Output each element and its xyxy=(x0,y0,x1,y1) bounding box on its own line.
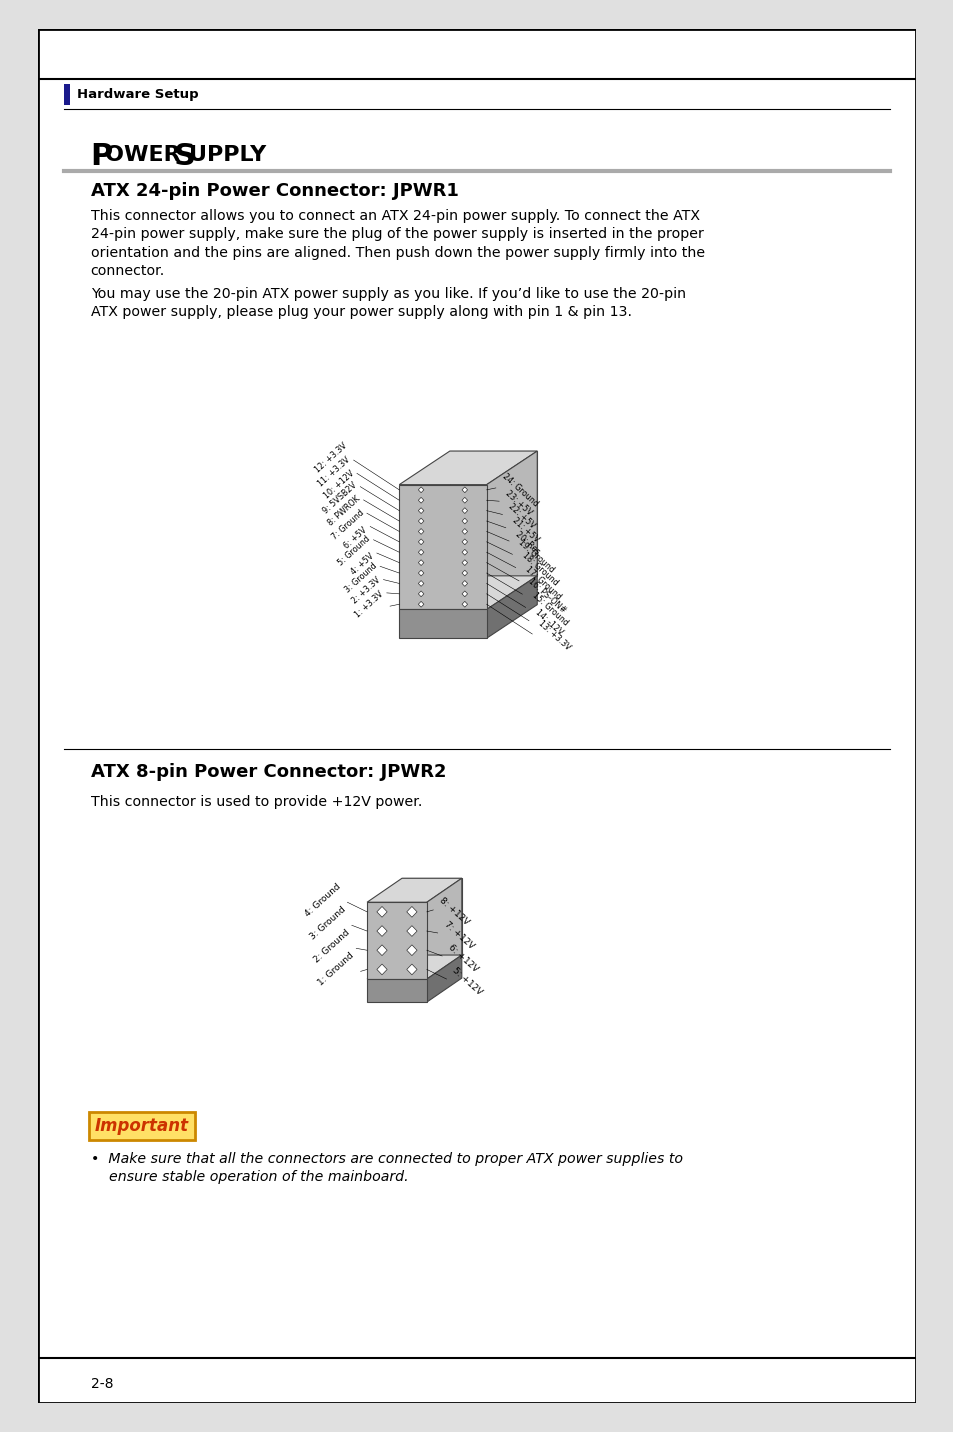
Text: 4: Ground: 4: Ground xyxy=(303,882,342,918)
Bar xyxy=(450,451,537,576)
Text: 9: 5VSB2V: 9: 5VSB2V xyxy=(321,481,358,516)
Polygon shape xyxy=(417,497,423,503)
Text: Hardware Setup: Hardware Setup xyxy=(77,89,198,102)
Polygon shape xyxy=(399,451,537,484)
Text: P: P xyxy=(91,142,112,170)
Polygon shape xyxy=(461,550,467,556)
Text: 5: Ground: 5: Ground xyxy=(336,534,372,569)
Polygon shape xyxy=(406,906,416,918)
Bar xyxy=(399,610,486,639)
Text: 8: +12V: 8: +12V xyxy=(437,896,471,928)
Bar xyxy=(399,484,486,610)
Polygon shape xyxy=(461,528,467,534)
Polygon shape xyxy=(461,591,467,597)
Text: 23: +5V: 23: +5V xyxy=(503,488,534,517)
Text: •  Make sure that all the connectors are connected to proper ATX power supplies : • Make sure that all the connectors are … xyxy=(91,1151,682,1166)
Polygon shape xyxy=(367,955,461,979)
Polygon shape xyxy=(461,570,467,576)
Text: 15: Ground: 15: Ground xyxy=(530,591,569,627)
Text: 8: PWROK: 8: PWROK xyxy=(326,494,362,528)
Polygon shape xyxy=(486,451,537,610)
Text: 17: Ground: 17: Ground xyxy=(523,564,562,601)
Bar xyxy=(367,902,426,979)
Polygon shape xyxy=(486,576,537,639)
Polygon shape xyxy=(376,925,387,937)
Polygon shape xyxy=(417,570,423,576)
Polygon shape xyxy=(417,550,423,556)
Text: 21: +5V: 21: +5V xyxy=(510,516,540,544)
Text: 10: +12V: 10: +12V xyxy=(321,468,355,501)
Text: 14: -12V: 14: -12V xyxy=(533,609,564,637)
Polygon shape xyxy=(461,518,467,524)
FancyBboxPatch shape xyxy=(89,1111,195,1140)
Text: 3: Ground: 3: Ground xyxy=(308,905,347,942)
Text: OWER: OWER xyxy=(105,145,189,165)
Text: 2-8: 2-8 xyxy=(91,1378,113,1392)
Polygon shape xyxy=(399,576,537,610)
Polygon shape xyxy=(417,538,423,544)
Text: 13: +3.3V: 13: +3.3V xyxy=(537,619,572,653)
Text: 3: Ground: 3: Ground xyxy=(343,561,378,594)
Text: 4: +5V: 4: +5V xyxy=(349,551,375,577)
Text: 18: Ground: 18: Ground xyxy=(519,551,559,587)
Polygon shape xyxy=(461,560,467,566)
Polygon shape xyxy=(426,878,461,979)
Text: 12: +3.3V: 12: +3.3V xyxy=(313,441,349,475)
Text: 6: +5V: 6: +5V xyxy=(342,526,369,550)
Polygon shape xyxy=(376,906,387,918)
Text: 7: +12V: 7: +12V xyxy=(442,919,475,951)
Text: 16: PS-ON#: 16: PS-ON# xyxy=(526,577,567,616)
Text: ensure stable operation of the mainboard.: ensure stable operation of the mainboard… xyxy=(91,1170,408,1184)
Text: 7: Ground: 7: Ground xyxy=(330,508,365,541)
Polygon shape xyxy=(461,487,467,493)
Text: 6: +12V: 6: +12V xyxy=(446,942,479,974)
Text: 1: Ground: 1: Ground xyxy=(316,951,355,988)
Polygon shape xyxy=(417,487,423,493)
Bar xyxy=(401,878,461,955)
Text: 20: Res: 20: Res xyxy=(513,530,541,556)
Bar xyxy=(367,979,426,1002)
Text: orientation and the pins are aligned. Then push down the power supply firmly int: orientation and the pins are aligned. Th… xyxy=(91,246,704,259)
Text: 2: Ground: 2: Ground xyxy=(312,928,352,965)
Polygon shape xyxy=(461,508,467,514)
Text: connector.: connector. xyxy=(91,263,165,278)
Polygon shape xyxy=(417,560,423,566)
Text: UPPLY: UPPLY xyxy=(189,145,266,165)
Text: ATX 8-pin Power Connector: JPWR2: ATX 8-pin Power Connector: JPWR2 xyxy=(91,763,446,780)
Text: S: S xyxy=(173,142,195,170)
Polygon shape xyxy=(417,601,423,607)
Polygon shape xyxy=(417,528,423,534)
Polygon shape xyxy=(461,538,467,544)
Text: 11: +3.3V: 11: +3.3V xyxy=(316,455,352,488)
Polygon shape xyxy=(461,601,467,607)
Polygon shape xyxy=(417,580,423,586)
Text: 24: Ground: 24: Ground xyxy=(500,471,539,508)
Bar xyxy=(64,84,71,106)
Polygon shape xyxy=(406,945,416,955)
Text: This connector is used to provide +12V power.: This connector is used to provide +12V p… xyxy=(91,795,421,809)
Text: 24-pin power supply, make sure the plug of the power supply is inserted in the p: 24-pin power supply, make sure the plug … xyxy=(91,228,702,242)
Polygon shape xyxy=(406,925,416,937)
Text: You may use the 20-pin ATX power supply as you like. If you’d like to use the 20: You may use the 20-pin ATX power supply … xyxy=(91,286,685,301)
Text: Important: Important xyxy=(95,1117,189,1136)
Polygon shape xyxy=(417,591,423,597)
Polygon shape xyxy=(417,518,423,524)
Polygon shape xyxy=(417,508,423,514)
Text: 19: Ground: 19: Ground xyxy=(517,538,556,574)
Text: 22: +5V: 22: +5V xyxy=(507,503,537,531)
Polygon shape xyxy=(406,964,416,975)
Polygon shape xyxy=(376,964,387,975)
Polygon shape xyxy=(461,580,467,586)
Text: 5: +12V: 5: +12V xyxy=(451,965,484,997)
Polygon shape xyxy=(376,945,387,955)
Text: 1: +3.3V: 1: +3.3V xyxy=(354,590,385,619)
Text: 2: +3.3V: 2: +3.3V xyxy=(350,576,382,606)
Polygon shape xyxy=(461,497,467,503)
Text: ATX power supply, please plug your power supply along with pin 1 & pin 13.: ATX power supply, please plug your power… xyxy=(91,305,631,319)
Text: This connector allows you to connect an ATX 24-pin power supply. To connect the : This connector allows you to connect an … xyxy=(91,209,699,223)
Polygon shape xyxy=(367,878,461,902)
Polygon shape xyxy=(426,955,461,1002)
Text: ATX 24-pin Power Connector: JPWR1: ATX 24-pin Power Connector: JPWR1 xyxy=(91,182,458,200)
